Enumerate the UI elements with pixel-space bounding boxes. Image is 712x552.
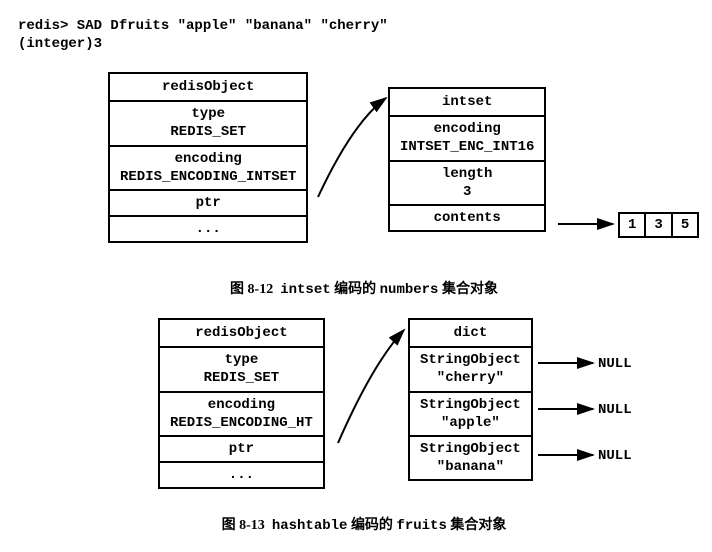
dict-title: dict bbox=[409, 319, 532, 347]
null-0: NULL bbox=[598, 356, 632, 372]
dict-box: dict StringObject"cherry" StringObject"a… bbox=[408, 318, 533, 481]
ro1-ptr: ptr bbox=[109, 190, 307, 216]
ro1-ellipsis: ... bbox=[109, 216, 307, 242]
ro2-encoding: encodingREDIS_ENCODING_HT bbox=[159, 392, 324, 436]
ro2-ptr: ptr bbox=[159, 436, 324, 462]
redis-object-box-2: redisObject typeREDIS_SET encodingREDIS_… bbox=[158, 318, 325, 489]
ro2-title: redisObject bbox=[159, 319, 324, 347]
diagram-8-13: redisObject typeREDIS_SET encodingREDIS_… bbox=[18, 308, 710, 508]
intset-title: intset bbox=[389, 88, 545, 116]
caption-8-12: 图 8-12 intset 编码的 numbers 集合对象 bbox=[18, 278, 710, 298]
ro1-encoding: encodingREDIS_ENCODING_INTSET bbox=[109, 146, 307, 190]
null-1: NULL bbox=[598, 402, 632, 418]
array-cell-1: 3 bbox=[645, 213, 671, 237]
dict-item-0: StringObject"cherry" bbox=[409, 347, 532, 391]
ro1-title: redisObject bbox=[109, 73, 307, 101]
intset-contents: contents bbox=[389, 205, 545, 231]
dict-item-2: StringObject"banana" bbox=[409, 436, 532, 480]
contents-array: 1 3 5 bbox=[618, 212, 699, 238]
dict-item-1: StringObject"apple" bbox=[409, 392, 532, 436]
code-line-2: (integer)3 bbox=[18, 36, 710, 52]
diagram-8-12: redisObject typeREDIS_SET encodingREDIS_… bbox=[18, 62, 710, 272]
null-2: NULL bbox=[598, 448, 632, 464]
intset-encoding: encodingINTSET_ENC_INT16 bbox=[389, 116, 545, 160]
redis-object-box-1: redisObject typeREDIS_SET encodingREDIS_… bbox=[108, 72, 308, 243]
ro1-type: typeREDIS_SET bbox=[109, 101, 307, 145]
intset-box: intset encodingINTSET_ENC_INT16 length3 … bbox=[388, 87, 546, 232]
intset-length: length3 bbox=[389, 161, 545, 205]
code-line-1: redis> SAD Dfruits "apple" "banana" "che… bbox=[18, 18, 710, 34]
caption-8-13: 图 8-13 hashtable 编码的 fruits 集合对象 bbox=[18, 514, 710, 534]
array-cell-2: 5 bbox=[672, 213, 698, 237]
ro2-ellipsis: ... bbox=[159, 462, 324, 488]
array-cell-0: 1 bbox=[619, 213, 645, 237]
ro2-type: typeREDIS_SET bbox=[159, 347, 324, 391]
